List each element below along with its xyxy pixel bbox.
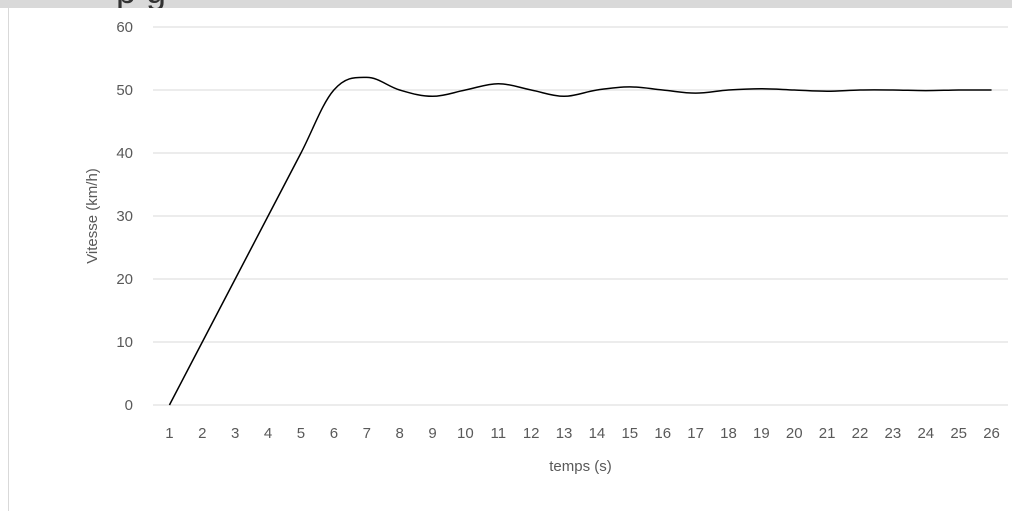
x-tick-label: 23 — [885, 425, 902, 442]
x-tick-label: 13 — [556, 425, 573, 442]
y-axis-title: Vitesse (km/h) — [84, 168, 101, 264]
x-tick-label: 12 — [523, 425, 540, 442]
x-tick-label: 9 — [428, 425, 436, 442]
x-tick-label: 1 — [165, 425, 173, 442]
cropped-title-text: p g — [116, 0, 166, 8]
x-tick-label: 24 — [917, 425, 934, 442]
y-tick-labels: 0 10 20 30 40 50 60 — [116, 19, 133, 414]
x-tick-label: 6 — [330, 425, 338, 442]
x-tick-label: 15 — [621, 425, 638, 442]
x-tick-label: 7 — [363, 425, 371, 442]
top-band: p g — [0, 0, 1012, 8]
x-tick-label: 20 — [786, 425, 803, 442]
x-tick-label: 21 — [819, 425, 836, 442]
x-tick-labels: 1 2 3 4 5 6 7 8 9 10 11 12 13 14 15 16 17 18 19 20 21 22 23 24 2… — [165, 425, 1000, 442]
x-tick-label: 2 — [198, 425, 206, 442]
x-tick-label: 14 — [589, 425, 606, 442]
x-tick-label: 22 — [852, 425, 869, 442]
x-tick-label: 25 — [950, 425, 967, 442]
x-tick-label: 3 — [231, 425, 239, 442]
y-tick-label: 10 — [116, 334, 133, 351]
y-tick-label: 60 — [116, 19, 133, 36]
y-tick-label: 30 — [116, 208, 133, 225]
x-tick-label: 26 — [983, 425, 1000, 442]
chart-frame — [8, 8, 1011, 511]
x-tick-label: 11 — [490, 425, 506, 442]
x-axis-title: temps (s) — [549, 458, 612, 475]
gridlines — [153, 26, 1008, 406]
y-tick-label: 0 — [125, 397, 133, 414]
y-tick-label: 20 — [116, 271, 133, 288]
x-tick-label: 5 — [297, 425, 305, 442]
x-tick-label: 10 — [457, 425, 474, 442]
x-tick-label: 16 — [654, 425, 671, 442]
x-tick-label: 4 — [264, 425, 272, 442]
x-tick-label: 17 — [687, 425, 704, 442]
y-tick-label: 50 — [116, 82, 133, 99]
x-tick-label: 8 — [395, 425, 403, 442]
x-tick-label: 18 — [720, 425, 737, 442]
series-line-vitesse — [168, 76, 992, 406]
x-tick-label: 19 — [753, 425, 770, 442]
y-tick-label: 40 — [116, 145, 133, 162]
